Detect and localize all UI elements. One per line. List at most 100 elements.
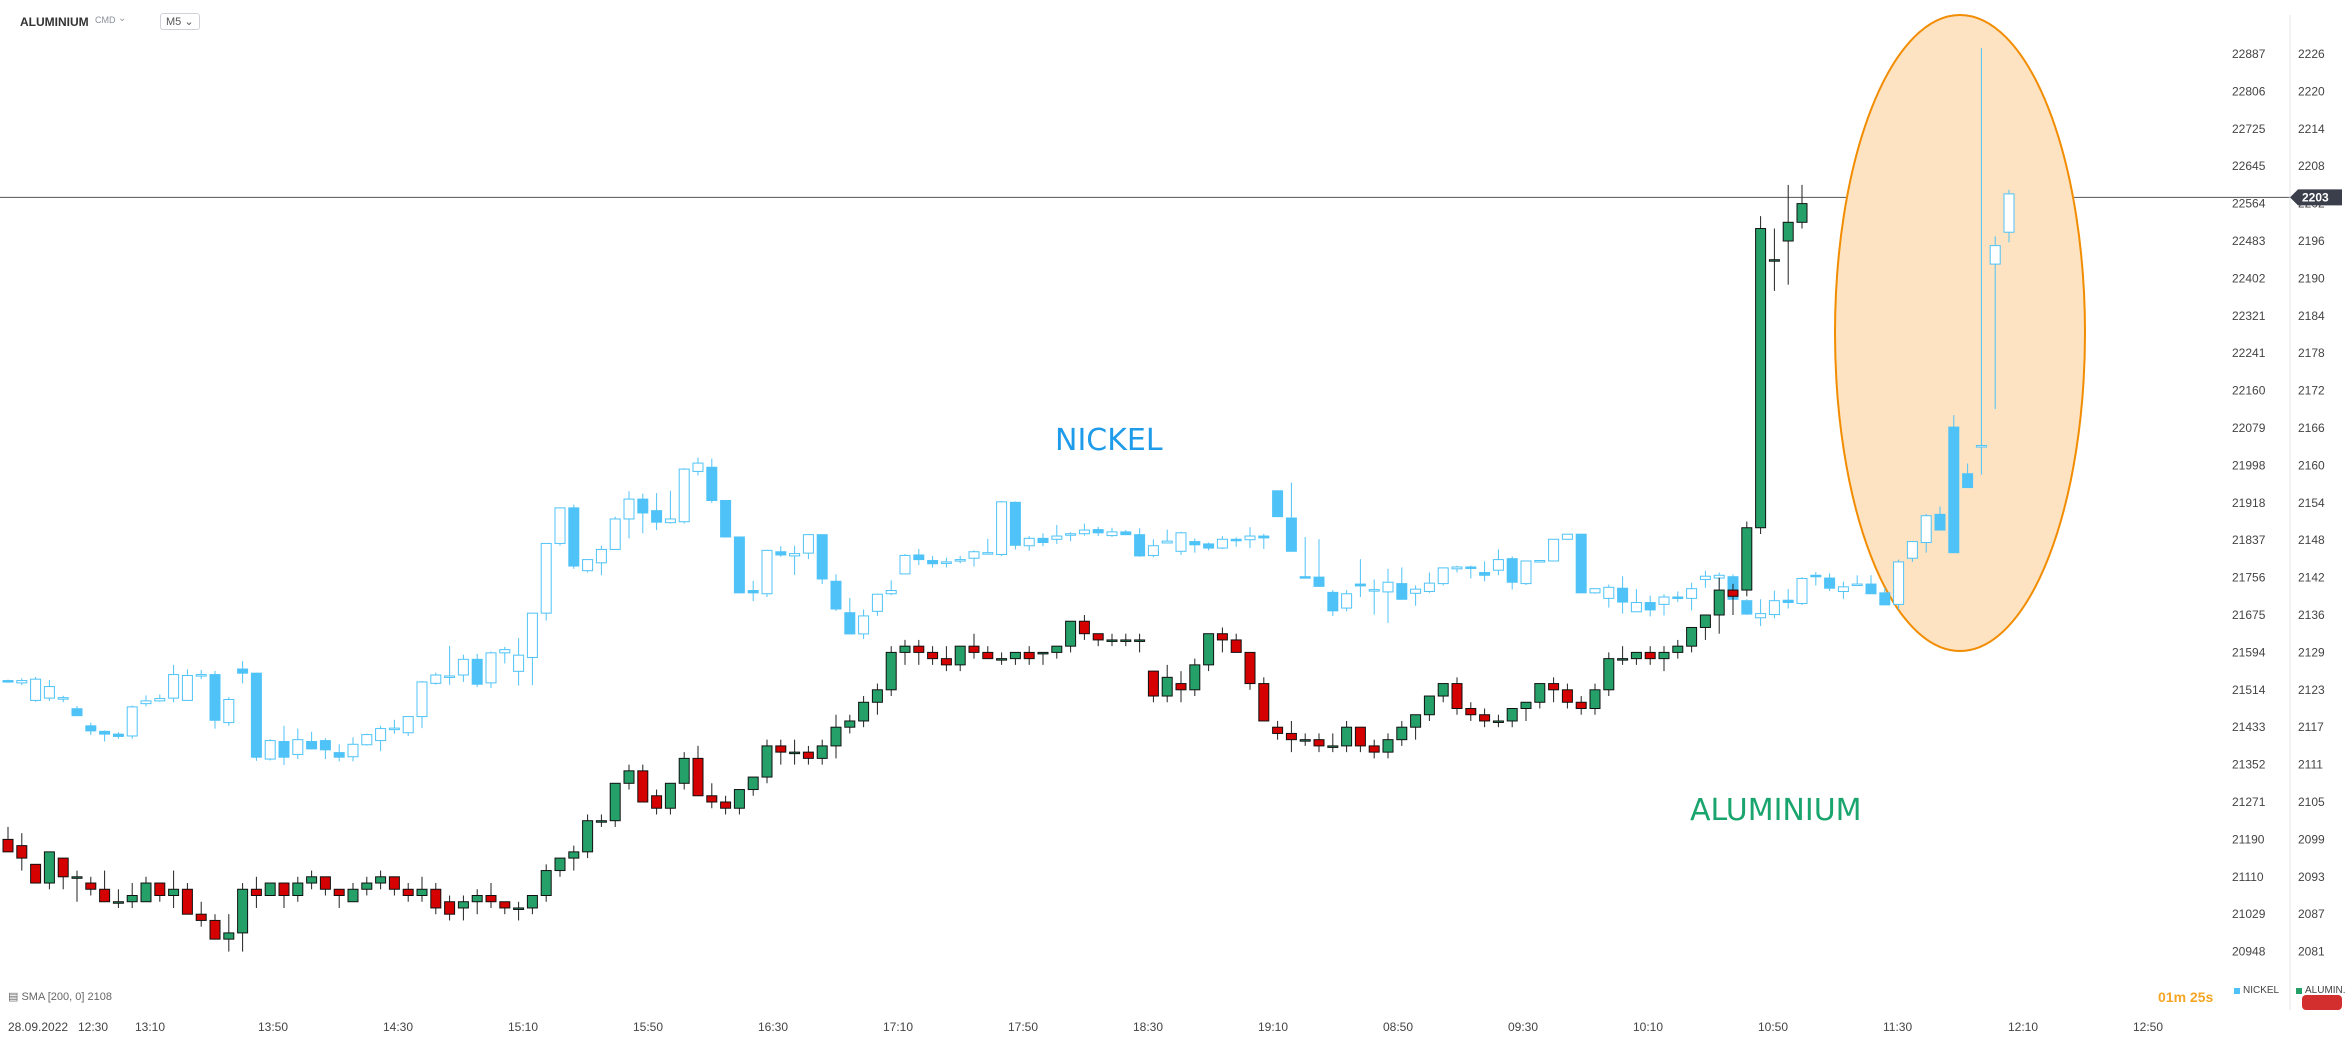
candle-body (761, 745, 773, 778)
candle-body (57, 697, 69, 700)
aluminium-candle (1548, 677, 1560, 703)
candle-body (1396, 583, 1408, 600)
aluminium-candle (747, 776, 759, 796)
nickel-candle (1272, 490, 1284, 518)
candle-body (126, 895, 138, 903)
candle-body (1686, 588, 1698, 599)
candle-body (858, 615, 870, 635)
candle-body (1437, 683, 1449, 697)
chevron-down-icon[interactable]: ⌄ (118, 13, 127, 24)
nickel-candle (181, 669, 193, 701)
time-axis-tick: 16:30 (758, 1020, 788, 1034)
aluminium-axis-tick: 2214 (2298, 122, 2325, 136)
candle-body (181, 888, 193, 915)
nickel-candle (1368, 579, 1380, 615)
candle-body (1120, 531, 1132, 536)
candle-body (1354, 726, 1366, 747)
price-tag-label: 2203 (2302, 190, 2329, 204)
aluminium-candle (706, 783, 718, 809)
candle-body (1023, 651, 1035, 660)
aluminium-candle (237, 883, 249, 952)
timeframe-select[interactable]: M5 ⌄ (160, 13, 200, 30)
candle-body (1037, 537, 1049, 544)
candle-body (1106, 531, 1118, 537)
aluminium-candle (209, 914, 221, 940)
aluminium-candle (264, 882, 276, 896)
nickel-candle (1299, 536, 1311, 579)
aluminium-candle (1092, 633, 1104, 647)
nickel-candle (264, 739, 276, 761)
candle-body (16, 680, 28, 684)
candle-body (1713, 589, 1725, 616)
candle-body (761, 549, 773, 595)
candle-body (1699, 575, 1711, 580)
nickel-axis-tick: 22160 (2232, 384, 2266, 398)
aluminium-candle (1258, 677, 1270, 722)
nickel-candle (1120, 530, 1132, 536)
nickel-candle (1423, 572, 1435, 593)
candle-body (913, 645, 925, 653)
candle-body (1106, 639, 1118, 642)
candle-body (43, 851, 55, 884)
candle-body (844, 612, 856, 635)
nickel-candle (1672, 591, 1684, 603)
time-axis-tick: 17:50 (1008, 1020, 1038, 1034)
nickel-candle (16, 678, 28, 686)
candle-body (361, 734, 373, 746)
candle-body (57, 857, 69, 878)
aluminium-candle (526, 895, 538, 915)
legend-nickel[interactable]: NICKEL (2234, 985, 2279, 996)
candle-body (1534, 560, 1546, 563)
candle-body (733, 536, 745, 594)
candle-body (1658, 651, 1670, 660)
nickel-candle (1561, 533, 1573, 540)
nickel-candle (1037, 533, 1049, 547)
candle-body (1423, 695, 1435, 716)
candle-body (485, 652, 497, 684)
nickel-candle (237, 661, 249, 684)
aluminium-candle (402, 883, 414, 902)
nickel-candle (126, 705, 138, 739)
alert-badge[interactable] (2302, 995, 2342, 1010)
nickel-candle (333, 744, 345, 762)
candle-body (954, 645, 966, 666)
aluminium-candle (1686, 626, 1698, 653)
symbol-name[interactable]: ALUMINIUM (20, 15, 89, 29)
nickel-candle (1796, 577, 1808, 606)
aluminium-candle (1741, 521, 1753, 597)
nickel-candle (1851, 575, 1863, 587)
aluminium-candle (1451, 677, 1463, 715)
nickel-candle (319, 738, 331, 760)
aluminium-candle (99, 870, 111, 903)
legend-nickel-label: NICKEL (2243, 985, 2280, 996)
nickel-candle (1382, 568, 1394, 623)
nickel-candle (1161, 529, 1173, 544)
candle-body (623, 770, 635, 784)
nickel-candle (99, 730, 111, 742)
nickel-axis-tick: 21594 (2232, 645, 2266, 659)
candle-body (1120, 639, 1132, 642)
aluminium-candle (1189, 658, 1201, 697)
aluminium-candle (1175, 671, 1187, 703)
candle-body (540, 542, 552, 614)
candle-body (402, 716, 414, 734)
nickel-axis-tick: 21837 (2232, 533, 2266, 547)
aluminium-axis-tick: 2196 (2298, 234, 2325, 248)
aluminium-candle (319, 876, 331, 896)
candle-body (1948, 426, 1960, 554)
nickel-candle (692, 457, 704, 476)
candle-body (1285, 732, 1297, 741)
time-axis-tick: 09:30 (1508, 1020, 1538, 1034)
legend-aluminium[interactable]: ALUMIN. (2296, 985, 2346, 996)
candle-body (1548, 538, 1560, 562)
candle-body (1299, 576, 1311, 579)
nickel-candle (112, 732, 124, 739)
nickel-candle (1589, 588, 1601, 594)
sma-indicator[interactable]: ▤ SMA [200, 0] 2108 (8, 990, 112, 1003)
candle-body (1920, 515, 1932, 544)
aluminium-candle (1051, 645, 1063, 659)
candle-body (982, 651, 994, 660)
candle-body (499, 649, 511, 654)
aluminium-candle (250, 876, 262, 908)
